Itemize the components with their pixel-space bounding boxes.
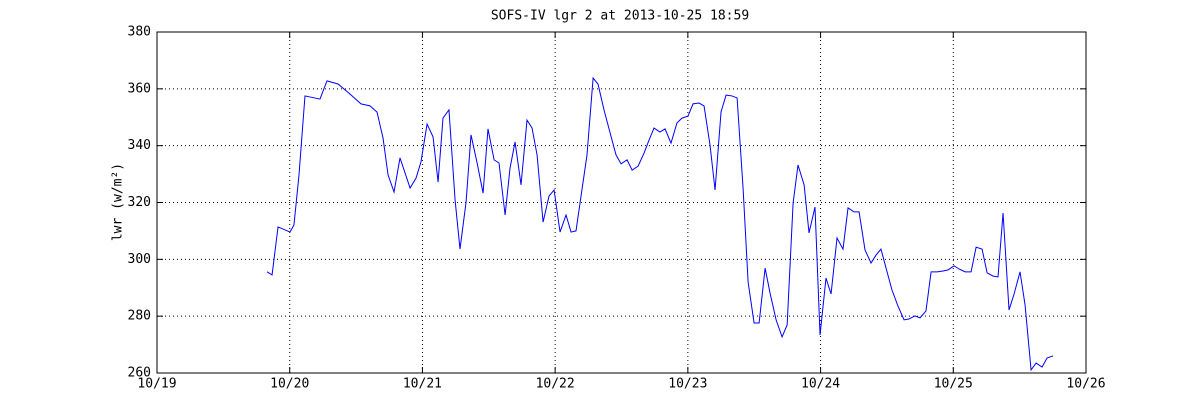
x-tick-label: 10/21 [403,377,442,392]
plot-frame [156,31,1087,374]
y-tick-label: 380 [128,25,151,40]
y-tick-label: 360 [128,81,151,96]
x-tick-label: 10/25 [934,377,973,392]
chart-title: SOFS-IV lgr 2 at 2013-10-25 18:59 [491,9,749,24]
x-tick-label: 10/26 [1066,377,1105,392]
x-tick-label: 10/23 [668,377,707,392]
data-line [266,76,1054,372]
y-tick-label: 340 [128,138,151,153]
x-tick-label: 10/19 [137,377,176,392]
x-tick-label: 10/22 [536,377,575,392]
x-tick-label: 10/20 [270,377,309,392]
y-tick-label: 280 [128,309,151,324]
y-tick-label: 260 [128,366,151,381]
x-tick-label: 10/24 [801,377,840,392]
y-axis-label: lwr (w/m²) [111,163,126,241]
y-tick-label: 300 [128,252,151,267]
y-tick-label: 320 [128,195,151,210]
